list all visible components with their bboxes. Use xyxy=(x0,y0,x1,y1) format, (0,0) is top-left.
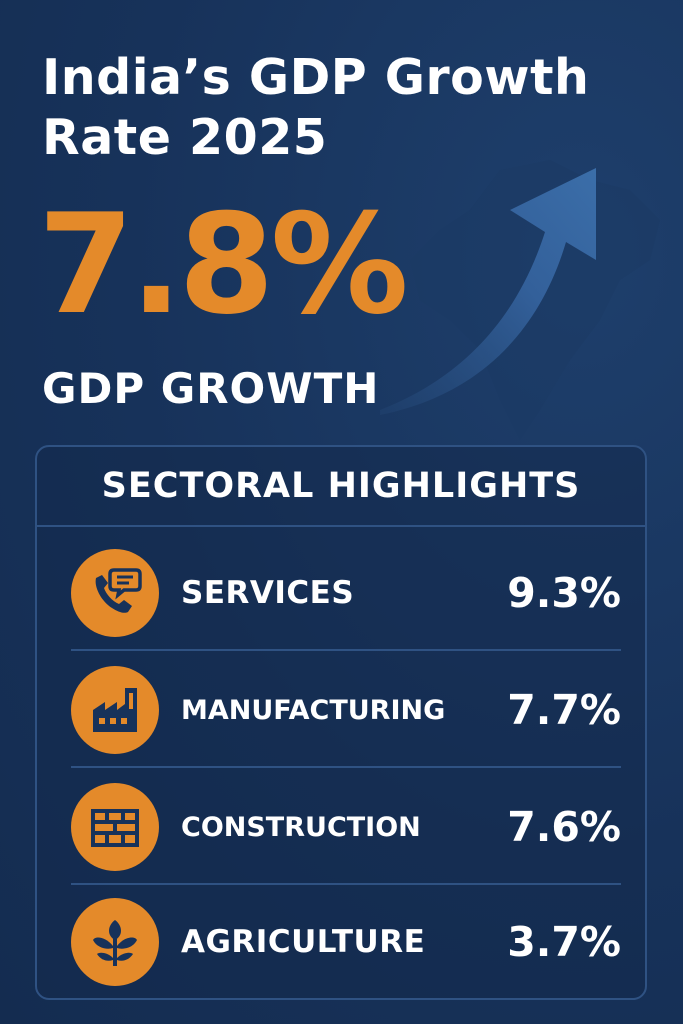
gdp-growth-label: GDP GROWTH xyxy=(42,364,380,413)
factory-icon xyxy=(71,666,159,754)
growth-arrow-icon xyxy=(380,168,596,415)
page-title: India’s GDP Growth Rate 2025 xyxy=(42,49,590,166)
sector-value: 7.7% xyxy=(507,686,621,734)
row-divider xyxy=(71,649,621,651)
sectoral-highlights-panel: SECTORAL HIGHLIGHTS SERVICES 9.3% MAN xyxy=(35,445,647,1000)
row-divider xyxy=(71,766,621,768)
plant-icon xyxy=(71,898,159,986)
sectoral-highlights-heading: SECTORAL HIGHLIGHTS xyxy=(37,447,645,527)
sector-row-construction: CONSTRUCTION 7.6% xyxy=(71,769,621,885)
phone-chat-icon xyxy=(71,549,159,637)
sector-value: 7.6% xyxy=(507,803,621,851)
sector-name: MANUFACTURING xyxy=(181,694,446,726)
sector-name: SERVICES xyxy=(181,575,355,611)
sector-name: CONSTRUCTION xyxy=(181,811,421,843)
gdp-growth-value: 7.8% xyxy=(38,184,409,345)
brick-wall-icon xyxy=(71,783,159,871)
row-divider xyxy=(71,883,621,885)
sector-row-services: SERVICES 9.3% xyxy=(71,535,621,651)
sector-row-manufacturing: MANUFACTURING 7.7% xyxy=(71,652,621,768)
sector-row-agriculture: AGRICULTURE 3.7% xyxy=(71,884,621,1000)
sector-value: 3.7% xyxy=(507,918,621,966)
sector-name: AGRICULTURE xyxy=(181,924,426,960)
sector-value: 9.3% xyxy=(507,569,621,617)
